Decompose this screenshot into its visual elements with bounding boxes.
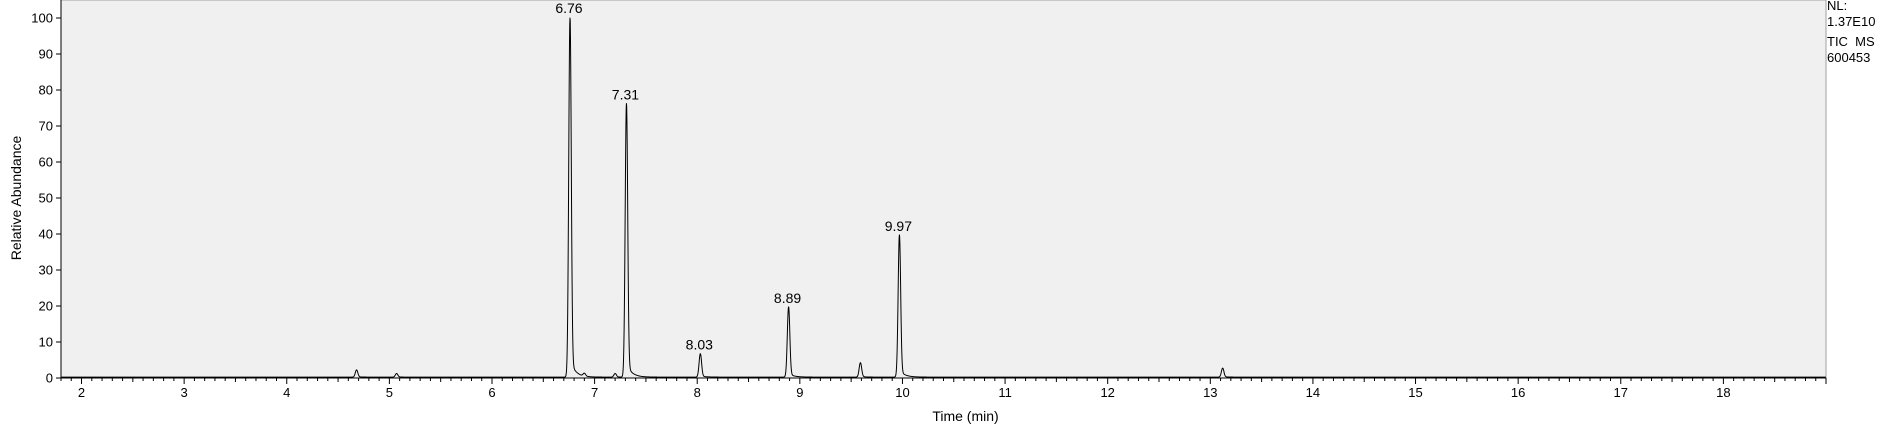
- x-tick-label: 8: [694, 385, 701, 400]
- x-tick-label: 14: [1306, 385, 1320, 400]
- x-tick-label: 13: [1203, 385, 1217, 400]
- x-tick-label: 6: [488, 385, 495, 400]
- sample-id: 600453: [1827, 50, 1870, 65]
- y-tick-label: 20: [39, 299, 53, 314]
- y-tick-label: 70: [39, 119, 53, 134]
- peak-label-8.03: 8.03: [686, 337, 713, 353]
- y-tick-label: 10: [39, 335, 53, 350]
- nl-value: 1.37E10: [1827, 14, 1875, 29]
- y-tick-label: 50: [39, 191, 53, 206]
- x-tick-label: 4: [283, 385, 290, 400]
- plot-area: [60, 0, 1827, 379]
- y-tick-label: 0: [46, 371, 53, 386]
- x-axis-title: Time (min): [932, 408, 998, 424]
- peak-label-7.31: 7.31: [612, 86, 639, 102]
- x-tick-label: 11: [998, 385, 1012, 400]
- x-tick-label: 9: [796, 385, 803, 400]
- peak-labels: 6.76 7.31 8.03 8.89 9.97: [555, 0, 912, 353]
- x-tick-label: 3: [181, 385, 188, 400]
- x-tick-label: 15: [1408, 385, 1422, 400]
- tic-trace: [60, 17, 1826, 378]
- y-tick-label: 100: [31, 11, 53, 26]
- y-tick-label: 80: [39, 83, 53, 98]
- x-tick-label: 5: [386, 385, 393, 400]
- peak-label-9.97: 9.97: [885, 218, 912, 234]
- axes: 0 10 20 30 40 50 60 70 80 90 100 2 3 4 5 6 7 8 9 10 11 12 13 14…: [31, 0, 1827, 400]
- x-tick-label: 2: [78, 385, 85, 400]
- y-tick-label: 30: [39, 263, 53, 278]
- nl-label: NL:: [1827, 0, 1847, 13]
- trace-layer: [60, 17, 1826, 378]
- x-tick-label: 10: [895, 385, 909, 400]
- x-tick-label: 17: [1614, 385, 1628, 400]
- x-tick-label: 12: [1100, 385, 1114, 400]
- x-tick-label: 7: [591, 385, 598, 400]
- x-tick-label: 16: [1511, 385, 1525, 400]
- y-tick-label: 60: [39, 155, 53, 170]
- peak-label-6.76: 6.76: [555, 0, 582, 16]
- x-tick-label: 18: [1716, 385, 1730, 400]
- scan-filter: TIC MS: [1827, 34, 1875, 49]
- y-tick-label: 90: [39, 47, 53, 62]
- y-tick-label: 40: [39, 227, 53, 242]
- y-axis-title: Relative Abundance: [8, 136, 24, 261]
- peak-label-8.89: 8.89: [774, 290, 801, 306]
